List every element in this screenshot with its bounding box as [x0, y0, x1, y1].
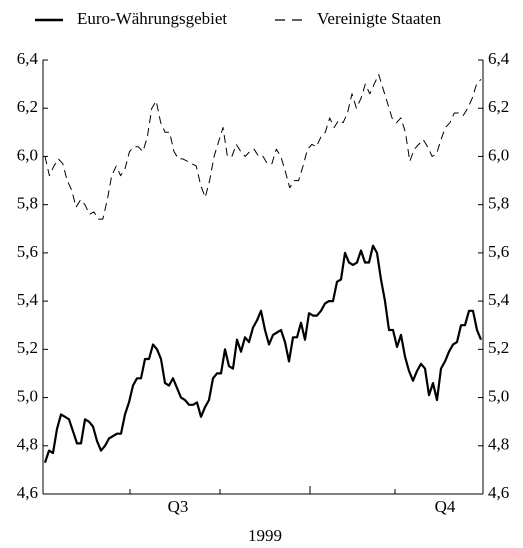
y2-tick-label: 5,0 — [488, 386, 509, 405]
y2-tick-label: 6,0 — [488, 145, 509, 164]
x-label: Q4 — [435, 497, 456, 516]
y-tick-label: 5,4 — [17, 290, 39, 309]
line — [44, 74, 482, 220]
y2-tick-label: 5,4 — [488, 290, 510, 309]
y-tick-label: 6,0 — [17, 145, 38, 164]
axes — [42, 60, 484, 495]
y-tick-label: 5,0 — [17, 386, 38, 405]
y-tick-label: 6,2 — [17, 97, 38, 116]
legend-label: Vereinigte Staaten — [317, 9, 442, 28]
y2-tick-label: 6,4 — [488, 49, 510, 68]
y-tick-label: 5,6 — [17, 242, 38, 261]
x-label: Q3 — [168, 497, 189, 516]
y2-tick-label: 4,6 — [488, 483, 509, 502]
x-title: 1999 — [248, 526, 282, 545]
y-tick-label: 4,8 — [17, 435, 38, 454]
y-tick-label: 4,6 — [17, 483, 38, 502]
y-tick-label: 5,2 — [17, 338, 38, 357]
y-tick-label: 5,8 — [17, 194, 38, 213]
y2-tick-label: 5,8 — [488, 194, 509, 213]
y2-tick-label: 4,8 — [488, 435, 509, 454]
y2-tick-label: 5,2 — [488, 338, 509, 357]
y2-tick-label: 5,6 — [488, 242, 509, 261]
legend-label: Euro-Währungsgebiet — [77, 9, 227, 28]
y2-tick-label: 6,2 — [488, 97, 509, 116]
y-tick-label: 6,4 — [17, 49, 39, 68]
line — [43, 244, 483, 464]
